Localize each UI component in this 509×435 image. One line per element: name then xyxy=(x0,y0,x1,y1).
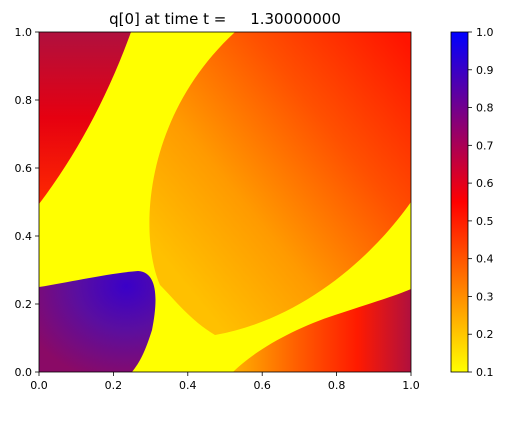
y-tick-label: 0.4 xyxy=(15,230,33,243)
y-tick-label: 0.0 xyxy=(15,366,33,379)
y-tick-label: 0.2 xyxy=(15,298,33,311)
chart-title: q[0] at time t = 1.30000000 xyxy=(109,10,341,28)
heatmap-region-upper-left xyxy=(39,32,131,204)
colorbar-tick-label: 0.4 xyxy=(476,253,494,266)
colorbar-tick-label: 0.1 xyxy=(476,366,494,379)
y-tick-label: 0.8 xyxy=(15,94,33,107)
colorbar-tick-label: 0.2 xyxy=(476,328,494,341)
x-tick-label: 0.2 xyxy=(105,379,123,392)
y-tick-label: 1.0 xyxy=(15,26,33,39)
colorbar-axis: 0.1 0.2 0.3 0.4 0.5 0.6 0.7 0.8 0.9 1.0 xyxy=(468,26,494,379)
colorbar-tick-label: 0.5 xyxy=(476,215,494,228)
x-axis: 0.0 0.2 0.4 0.6 0.8 1.0 xyxy=(30,372,420,392)
colorbar-tick-label: 0.3 xyxy=(476,290,494,303)
colorbar-tick-label: 0.9 xyxy=(476,64,494,77)
heatmap-region-main xyxy=(149,32,411,335)
heatmap-field xyxy=(39,32,411,372)
x-tick-label: 0.4 xyxy=(179,379,197,392)
plot-frame xyxy=(38,31,412,373)
x-tick-label: 0.0 xyxy=(30,379,48,392)
x-tick-label: 0.8 xyxy=(328,379,346,392)
y-axis: 0.0 0.2 0.4 0.6 0.8 1.0 xyxy=(15,26,39,379)
colorbar-tick-label: 0.7 xyxy=(476,139,494,152)
x-tick-label: 0.6 xyxy=(253,379,271,392)
colorbar-tick-label: 1.0 xyxy=(476,26,494,39)
heatmap-region-lower-right xyxy=(233,289,411,372)
colorbar-tick-label: 0.8 xyxy=(476,102,494,115)
colorbar-tick-label: 0.6 xyxy=(476,177,494,190)
heatmap-region-lower-left xyxy=(39,271,156,372)
x-tick-label: 1.0 xyxy=(402,379,420,392)
colorbar xyxy=(450,31,469,373)
y-tick-label: 0.6 xyxy=(15,162,33,175)
